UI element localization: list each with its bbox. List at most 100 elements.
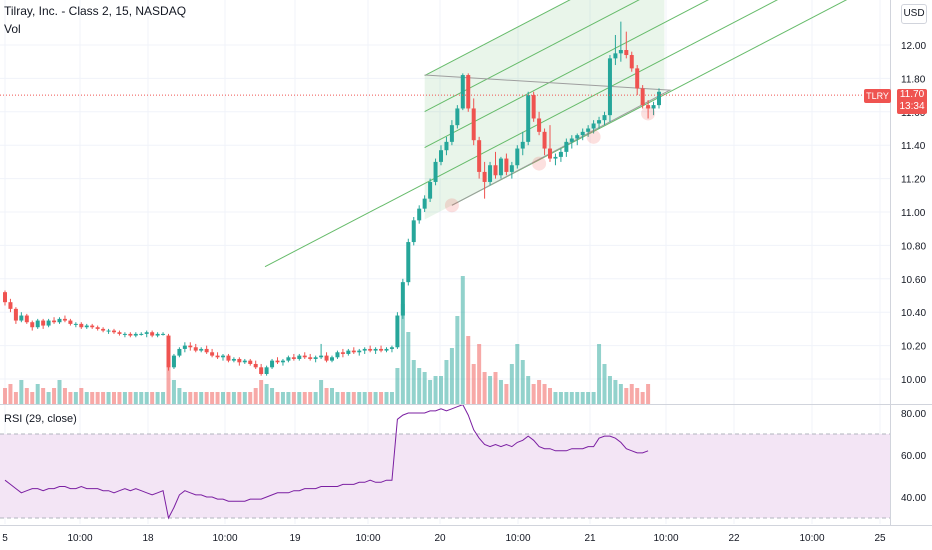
candle-body — [509, 165, 514, 172]
volume-bar — [324, 388, 329, 404]
candle-body — [335, 352, 340, 358]
time-tick-label: 5 — [2, 533, 8, 544]
rsi-point — [75, 488, 76, 489]
candle-body — [166, 335, 171, 368]
volume-bar — [564, 392, 569, 404]
candle-body — [106, 330, 111, 332]
candle-body — [117, 332, 122, 334]
candle-body — [504, 158, 509, 172]
candle-body — [177, 348, 182, 356]
rsi-point — [15, 488, 16, 489]
rsi-point — [97, 488, 98, 489]
rsi-point — [348, 484, 349, 485]
rsi-point — [261, 499, 262, 500]
rsi-point — [588, 446, 589, 447]
rsi-point — [489, 446, 490, 447]
candle-body — [204, 348, 209, 353]
candle-body — [379, 348, 384, 351]
volume-bar — [640, 392, 645, 404]
volume-bar — [57, 380, 62, 404]
rsi-point — [364, 482, 365, 483]
volume-bar — [161, 392, 166, 404]
rsi-point — [86, 488, 87, 489]
volume-bar — [389, 392, 394, 404]
rsi-point — [113, 492, 114, 493]
volume-bar — [379, 392, 384, 404]
bar-countdown: 13:34 — [899, 101, 925, 112]
rsi-point — [92, 488, 93, 489]
candle-body — [226, 355, 231, 361]
candle-body — [155, 333, 160, 336]
volume-bar — [297, 392, 302, 404]
candle-body — [357, 350, 362, 353]
rsi-point — [615, 438, 616, 439]
volume-bar — [455, 316, 460, 404]
volume-bar — [106, 392, 111, 404]
candle-body — [291, 357, 296, 359]
candle-body — [24, 315, 29, 323]
candle-body — [439, 150, 443, 162]
price-tick-label: 10.80 — [901, 241, 926, 252]
candle-body — [286, 357, 291, 361]
volume-bar — [460, 276, 465, 404]
rsi-point — [571, 448, 572, 449]
chart-title: Tilray, Inc. - Class 2, 15, NASDAQ — [4, 4, 187, 18]
rsi-point — [598, 438, 599, 439]
candle-body — [30, 322, 35, 328]
volume-bar — [150, 392, 155, 404]
volume-bar — [171, 380, 176, 404]
rsi-point — [21, 492, 22, 493]
volume-bar — [607, 376, 612, 404]
rsi-point — [495, 444, 496, 445]
candle-body — [400, 282, 405, 316]
volume-bar — [531, 384, 536, 404]
rsi-point — [468, 415, 469, 416]
rsi-point — [141, 490, 142, 491]
candle-body — [651, 105, 656, 109]
volume-bar — [558, 392, 563, 404]
rsi-point — [522, 440, 523, 441]
candle-body — [308, 357, 313, 359]
currency-button[interactable]: USD — [901, 4, 927, 24]
rsi-point — [239, 501, 240, 502]
candle-body — [422, 198, 427, 209]
pivot-marker — [444, 198, 459, 213]
rsi-point — [430, 410, 431, 411]
parallel-channel-drawing[interactable] — [264, 0, 860, 268]
volume-bar — [482, 372, 487, 404]
candle-body — [433, 161, 438, 182]
volume-bar — [368, 392, 373, 404]
time-tick-label: 10:00 — [67, 533, 92, 544]
volume-bar — [139, 392, 144, 404]
candle-body — [493, 165, 498, 176]
rsi-point — [353, 484, 354, 485]
volume-bar — [8, 384, 13, 404]
rsi-point — [408, 412, 409, 413]
price-tick-label: 10.20 — [901, 342, 926, 353]
volume-bar — [433, 376, 438, 404]
rsi-point — [190, 492, 191, 493]
volume-bar — [362, 392, 367, 404]
candle-body — [68, 320, 73, 324]
volume-bar — [270, 388, 275, 404]
rsi-point — [4, 480, 5, 481]
volume-bar — [155, 392, 160, 404]
volume-bar — [613, 380, 618, 404]
candle-body — [52, 320, 57, 323]
rsi-point — [577, 448, 578, 449]
candle-body — [215, 355, 220, 358]
rsi-point — [130, 490, 131, 491]
rsi-point — [533, 440, 534, 441]
candle-body — [368, 348, 373, 351]
price-tick-label: 10.00 — [901, 375, 926, 386]
rsi-point — [391, 480, 392, 481]
volume-bar — [493, 372, 498, 404]
candle-body — [237, 358, 242, 363]
rsi-point — [10, 484, 11, 485]
candle-body — [95, 327, 100, 329]
time-tick-label: 10:00 — [212, 533, 237, 544]
rsi-point — [108, 490, 109, 491]
volume-bar — [444, 360, 449, 404]
rsi-point — [544, 448, 545, 449]
